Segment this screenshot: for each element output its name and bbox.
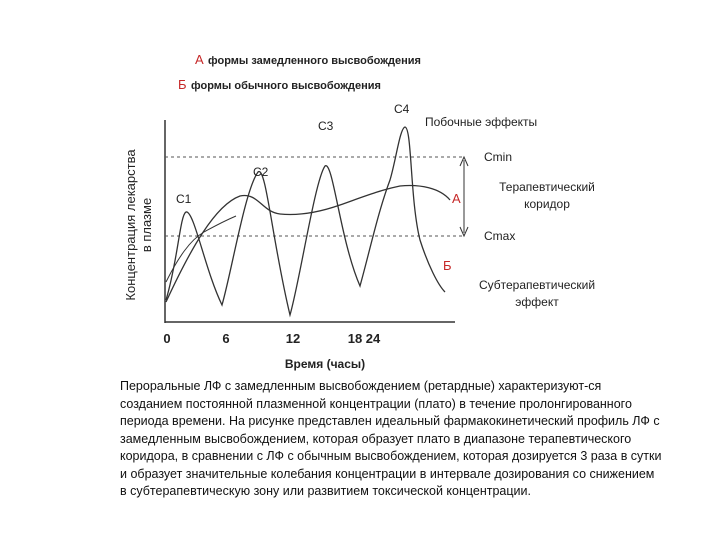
paragraph-line: замедленным высвобождением, которая обра…	[120, 431, 632, 446]
corridor-label: коридор	[524, 197, 570, 211]
x-tick-label: 6	[222, 331, 229, 346]
x-tick-label: 0	[163, 331, 170, 346]
cmin-label: Cmin	[484, 150, 512, 164]
y-axis-label: Концентрация лекарства	[123, 149, 138, 301]
subtherapeutic-label: Субтерапевтический	[479, 278, 595, 292]
curve-a-label: А	[452, 191, 461, 206]
subtherapeutic-label: эффект	[515, 295, 559, 309]
curve-regular	[165, 126, 446, 318]
curve-sustained	[165, 184, 451, 303]
peak-label: C2	[253, 165, 269, 179]
diagram: А формы замедленного высвобождения Б фор…	[123, 52, 595, 371]
paragraph-line: и образует значительные колебания концен…	[120, 466, 655, 481]
paragraph-line: в субтерапевтическую зону или развитием …	[120, 484, 531, 498]
paragraph-line: коридора, в сравнении с ЛФ с обычным выс…	[120, 449, 662, 463]
legend-letter: Б	[178, 77, 187, 92]
legend-text: формы замедленного высвобождения	[208, 55, 421, 67]
peak-label: C4	[394, 102, 410, 116]
paragraph: Пероральные ЛФ с замедленным высвобожден…	[120, 378, 710, 501]
x-tick-label: 12	[286, 331, 300, 346]
x-axis-label: Время (часы)	[285, 357, 365, 371]
x-tick-label: 24	[366, 331, 381, 346]
paragraph-line: созданием постоянной плазменной концентр…	[120, 396, 632, 411]
paragraph-line: периода времени. На рисунке представлен …	[120, 414, 660, 428]
legend-letter: А	[195, 52, 204, 67]
x-tick-label: 18	[348, 331, 362, 346]
side-effects: Побочные эффекты	[425, 115, 537, 129]
paragraph-line: Пероральные ЛФ с замедленным высвобожден…	[120, 379, 602, 393]
curve-b-label: Б	[443, 258, 452, 273]
y-axis-label: в плазме	[139, 198, 154, 252]
peak-label: C1	[176, 192, 192, 206]
cmax-label: Cmax	[484, 229, 515, 243]
peak-label: C3	[318, 119, 334, 133]
legend-text: формы обычного высвобождения	[191, 80, 381, 92]
corridor-label: Терапевтический	[499, 180, 595, 194]
curve-aux	[165, 215, 237, 283]
arrow-heads	[459, 155, 469, 238]
